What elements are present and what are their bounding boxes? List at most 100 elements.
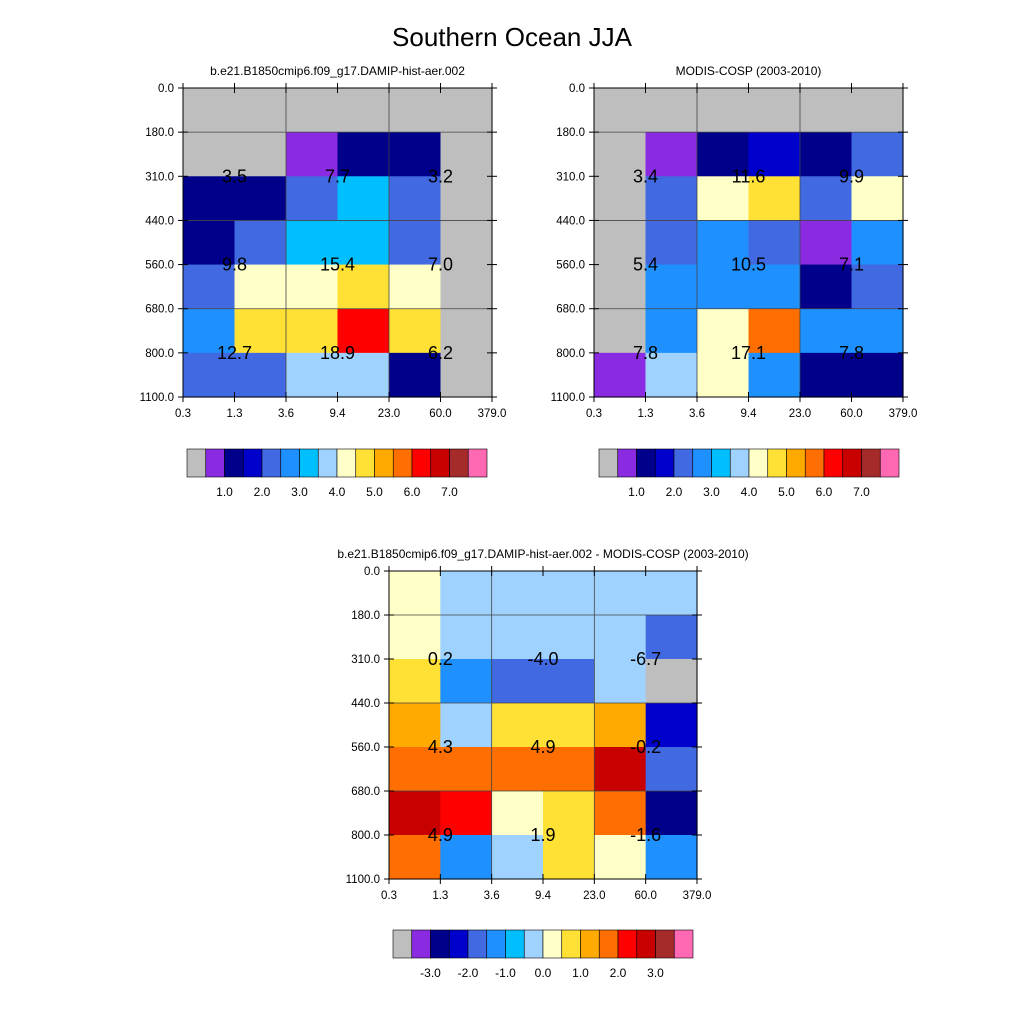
colorbar-label: 7.0 (853, 485, 870, 499)
heatmap-cell (440, 308, 493, 354)
summary-label: 6.2 (428, 343, 453, 363)
x-tick-label: 23.0 (583, 890, 605, 902)
colorbar-box (374, 448, 394, 478)
heatmap-cell (491, 747, 544, 792)
colorbar-label: 4.0 (741, 485, 758, 499)
heatmap-cell (389, 132, 442, 177)
summary-label: 9.9 (839, 166, 864, 186)
colorbar-box (636, 929, 656, 959)
heatmap-cell (645, 308, 698, 354)
y-tick-label: 0.0 (364, 566, 380, 578)
heatmap-cell (440, 791, 493, 836)
summary-label: 3.5 (222, 166, 247, 186)
colorbar-label: 5.0 (366, 485, 383, 499)
x-tick-label: 60.0 (840, 408, 862, 420)
x-tick-label: 3.6 (484, 890, 500, 902)
heatmap-cell (697, 132, 750, 177)
heatmap-cell (183, 220, 236, 266)
heatmap-cell (645, 835, 698, 880)
heatmap-cell (851, 264, 904, 310)
heatmap-cell (337, 264, 390, 310)
heatmap-cell (183, 176, 236, 222)
x-tick-label: 9.4 (535, 890, 552, 902)
x-tick-label: 3.6 (278, 408, 294, 420)
heatmap-cell (337, 220, 390, 266)
heatmap-cell (748, 308, 801, 354)
y-tick-label: 180.0 (556, 127, 585, 139)
heatmap-cell (748, 132, 801, 177)
heatmap-cell (645, 352, 698, 398)
heatmap-cell (491, 835, 544, 880)
colorbar-label: 2.0 (610, 966, 627, 980)
colorbar-box (355, 448, 375, 478)
y-tick-label: 560.0 (145, 260, 174, 272)
colorbar-box (636, 448, 656, 478)
summary-label: -1.6 (630, 825, 661, 845)
heatmap-cell (440, 264, 493, 310)
y-tick-label: 680.0 (145, 304, 174, 316)
colorbar-box (673, 929, 694, 959)
summary-label: 17.1 (731, 343, 766, 363)
x-tick-label: 1.3 (638, 408, 654, 420)
heatmap-cell (491, 615, 544, 660)
heatmap-cell (800, 88, 853, 133)
heatmap-cell (645, 703, 698, 748)
colorbar-box (205, 448, 225, 478)
summary-label: 7.0 (428, 255, 453, 275)
x-tick-label: 60.0 (429, 408, 451, 420)
colorbar-box (411, 929, 431, 959)
y-tick-label: 310.0 (145, 171, 174, 183)
summary-label: 18.9 (320, 343, 355, 363)
summary-label: 15.4 (320, 255, 355, 275)
heatmap-cell (389, 220, 442, 266)
colorbar-box (861, 448, 881, 478)
heatmap-cell (748, 88, 801, 133)
heatmap-cell (183, 264, 236, 310)
heatmap-cell (851, 352, 904, 398)
heatmap-cell (594, 791, 647, 836)
heatmap-cell (594, 835, 647, 880)
heatmap-cell (594, 88, 647, 133)
y-tick-label: 440.0 (145, 215, 174, 227)
y-tick-label: 680.0 (351, 786, 380, 798)
heatmap-cell (440, 835, 493, 880)
colorbar-box (786, 448, 806, 478)
heatmap-cell (389, 308, 442, 354)
heatmap-cell (286, 264, 339, 310)
colorbar-box (392, 929, 413, 959)
colorbar-box (430, 929, 450, 959)
heatmap-cell (491, 791, 544, 836)
colorbar-label: 6.0 (816, 485, 833, 499)
y-tick-label: 310.0 (351, 654, 380, 666)
heatmap-cell (389, 264, 442, 310)
x-tick-label: 1.3 (432, 890, 448, 902)
heatmap-cell (748, 264, 801, 310)
summary-label: 12.7 (217, 343, 252, 363)
summary-label: 3.4 (633, 166, 658, 186)
heatmap-cell (594, 747, 647, 792)
heatmap-cell (440, 220, 493, 266)
summary-label: 4.9 (428, 825, 453, 845)
heatmap-cell (594, 615, 647, 660)
heatmap-cell (748, 352, 801, 398)
colorbar-label: 7.0 (441, 485, 458, 499)
summary-label: 11.6 (732, 166, 766, 186)
heatmap-cell (183, 352, 236, 398)
x-tick-label: 23.0 (789, 408, 811, 420)
heatmap-cell (594, 220, 647, 266)
heatmap-cell (491, 571, 544, 616)
colorbar-box (879, 448, 900, 478)
heatmap-cell (491, 703, 544, 748)
heatmap-cell (645, 176, 698, 222)
colorbar-box (692, 448, 712, 478)
x-tick-label: 23.0 (378, 408, 400, 420)
heatmap-cell (800, 308, 853, 354)
heatmap-cell (645, 791, 698, 836)
colorbar-box (711, 448, 731, 478)
colorbar-box (186, 448, 207, 478)
heatmap-cell (645, 220, 698, 266)
heatmap-cell (697, 176, 750, 222)
heatmap-cell (800, 176, 853, 222)
heatmap-cell (594, 308, 647, 354)
heatmap-cell (645, 615, 698, 660)
